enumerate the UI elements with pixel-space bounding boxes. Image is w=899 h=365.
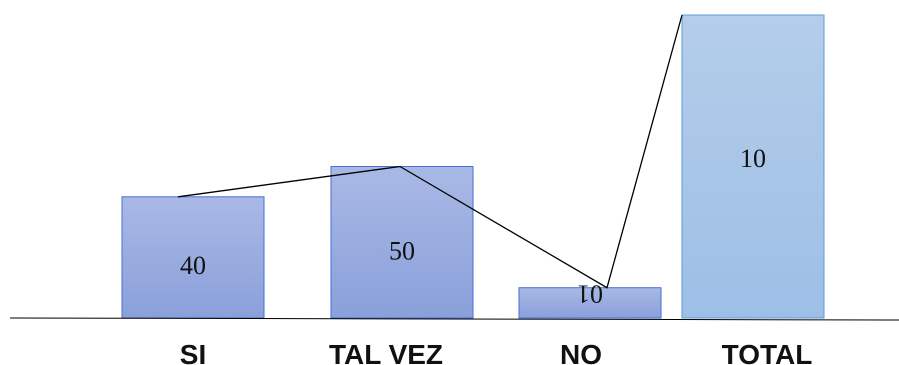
category-labels-group: SI TAL VEZ NO TOTAL (180, 339, 813, 365)
x-axis-line (9, 317, 899, 321)
bar-total (681, 14, 825, 319)
connector-line (177, 14, 683, 289)
category-label-total: TOTAL (722, 339, 813, 365)
data-labels-group: 40 50 01 10 (180, 144, 766, 309)
data-label-si: 40 (180, 251, 206, 280)
bar-si (121, 196, 265, 319)
bars-group (121, 14, 825, 319)
data-label-total: 10 (740, 144, 766, 173)
data-label-no: 01 (577, 280, 603, 309)
category-label-tal-vez: TAL VEZ (329, 339, 443, 365)
bar-tal-vez (330, 166, 474, 319)
bar-no (518, 287, 662, 319)
category-label-si: SI (180, 339, 206, 365)
category-label-no: NO (560, 339, 602, 365)
data-label-tal-vez: 50 (389, 237, 415, 266)
